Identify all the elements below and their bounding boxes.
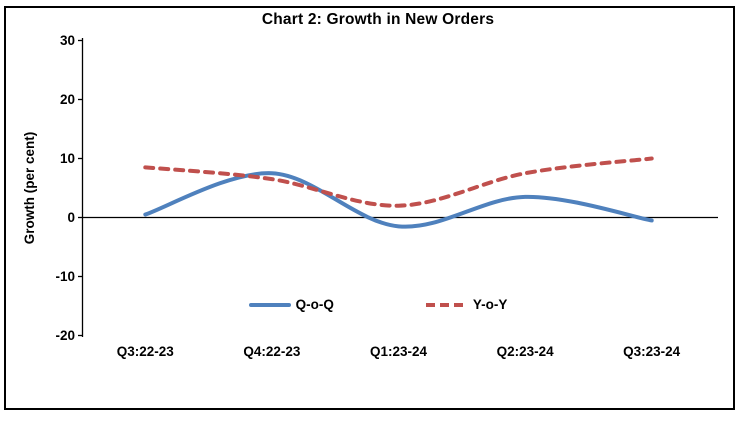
y-tick-label: 20 bbox=[59, 91, 75, 107]
chart-border bbox=[4, 6, 735, 410]
series-line-y-o-y bbox=[143, 156, 654, 208]
legend-line-swatch bbox=[425, 302, 468, 307]
series-line-q-o-q bbox=[143, 171, 654, 229]
series-lines bbox=[143, 156, 654, 229]
legend-label: Q-o-Q bbox=[295, 297, 334, 312]
y-tick-label: 30 bbox=[59, 32, 75, 48]
x-axis-label: Q3:23-24 bbox=[623, 344, 681, 359]
y-tick-label: -20 bbox=[55, 327, 75, 343]
y-axis-tick-marks bbox=[78, 39, 83, 337]
y-tick-label: 0 bbox=[67, 209, 75, 225]
y-tick-label: 10 bbox=[59, 150, 75, 166]
legend-label: Y-o-Y bbox=[472, 297, 508, 312]
legend: Q-o-Q Y-o-Y bbox=[60, 297, 696, 312]
x-axis-label: Q1:23-24 bbox=[369, 344, 428, 359]
legend-line-swatch bbox=[248, 302, 291, 307]
chart-title: Chart 2: Growth in New Orders bbox=[261, 11, 495, 28]
x-axis-label: Q3:22-23 bbox=[116, 344, 174, 359]
x-axis-label: Q4:22-23 bbox=[243, 344, 301, 359]
y-tick-label: -10 bbox=[55, 268, 75, 284]
legend-item-q-o-q: Q-o-Q bbox=[248, 297, 334, 312]
legend-item-y-o-y: Y-o-Y bbox=[425, 297, 508, 312]
x-axis-label: Q2:23-24 bbox=[496, 344, 554, 359]
